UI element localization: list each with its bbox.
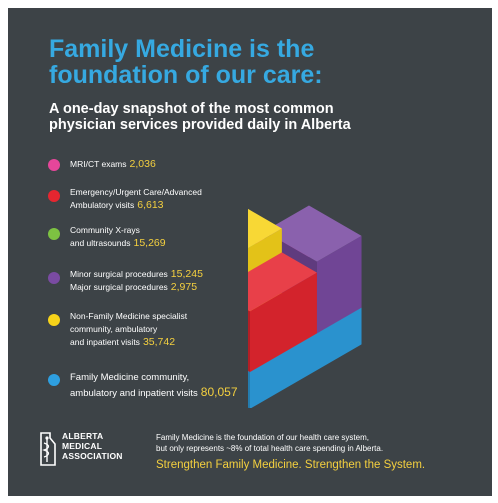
legend-label-line: Non-Family Medicine specialist [70,310,280,323]
legend-label-text: Ambulatory visits [70,200,135,210]
legend-value: 6,613 [137,199,164,211]
page-title: Family Medicine is the foundation of our… [49,35,323,89]
block-emergency-urgent-left-face [248,310,250,372]
legend-label-text: and ultrasounds [70,238,131,248]
infographic-card: Family Medicine is the foundation of our… [8,8,492,496]
legend-value: 2,036 [129,158,156,170]
alberta-medical-association-logo: ALBERTA MEDICAL ASSOCIATION [38,430,150,474]
block-non-family-specialist-top-face [248,208,282,249]
legend-value: 15,245 [170,268,203,280]
legend-label: Non-Family Medicine specialist community,… [70,310,280,349]
legend-label-text: Non-Family Medicine specialist [70,311,188,321]
legend-label: MRI/CT exams 2,036 [70,158,280,171]
legend-swatch [48,314,60,326]
legend-label-text: Community X-rays [70,225,140,235]
legend-swatch [48,374,60,386]
block-surgical-procedures-top-face [264,205,362,262]
logo-line: MEDICAL [62,441,103,451]
block-emergency-urgent-right-face [250,272,317,372]
legend-label-line: Emergency/Urgent Care/Advanced [70,186,280,199]
block-family-medicine-right-face [250,307,362,408]
footer-note: Family Medicine is the foundation of our… [156,432,491,454]
legend-label-line: and inpatient visits 35,742 [70,336,280,349]
legend-label-text: Family Medicine community, [70,372,190,383]
legend-swatch [48,272,60,284]
page-subtitle: A one-day snapshot of the most common ph… [49,101,351,133]
legend-label-text: and inpatient visits [70,337,140,347]
legend-value: 80,057 [200,385,238,399]
logo-line: ALBERTA [62,431,104,441]
legend-label-line: Major surgical procedures 2,975 [70,281,280,294]
block-emergency-urgent-top-face [248,252,317,312]
legend-swatch [48,190,60,202]
logo-text: ALBERTA MEDICAL ASSOCIATION [62,431,123,461]
legend-label-line: Community X-rays [70,224,280,237]
legend-swatch [48,159,60,171]
legend-label-line: ambulatory and inpatient visits 80,057 [70,385,280,401]
legend-value: 2,975 [170,281,198,293]
footer-line: but only represents ~8% of total health … [156,444,384,453]
footer-tagline: Strengthen Family Medicine. Strengthen t… [156,459,426,471]
legend-label-text: Emergency/Urgent Care/Advanced [70,187,202,197]
legend-label-text: community, ambulatory [70,324,158,334]
block-family-medicine-left-face [248,370,250,408]
legend-swatch [48,228,60,240]
legend-label: Minor surgical procedures 15,245 Major sur… [70,268,280,294]
legend-label-line: community, ambulatory [70,323,280,336]
alberta-map-caduceus-icon [40,432,56,466]
legend-label-text: ambulatory and inpatient visits [70,388,198,399]
legend-label-line: Minor surgical procedures 15,245 [70,268,280,281]
block-surgical-procedures-right-face [316,235,362,334]
legend-label-text: MRI/CT exams [70,159,127,169]
legend-label-text: Major surgical procedures [70,282,168,292]
legend-label-line: MRI/CT exams 2,036 [70,158,280,171]
legend-label-line: Family Medicine community, [70,370,280,385]
block-chart [248,205,362,408]
block-emergency-urgent [248,252,317,372]
legend-value: 35,742 [142,336,176,348]
legend-label: Emergency/Urgent Care/Advanced Ambulatory… [70,186,280,212]
logo-line: ASSOCIATION [62,451,123,461]
legend-label: Family Medicine community, ambulatory and… [70,370,280,401]
legend-label-text: Minor surgical procedures [70,269,168,279]
legend-label-line: and ultrasounds 15,269 [70,237,280,250]
legend-label-line: Ambulatory visits 6,613 [70,199,280,212]
legend-value: 15,269 [133,237,166,249]
footer-line: Family Medicine is the foundation of our… [156,433,369,442]
legend-label: Community X-rays and ultrasounds 15,269 [70,224,280,250]
